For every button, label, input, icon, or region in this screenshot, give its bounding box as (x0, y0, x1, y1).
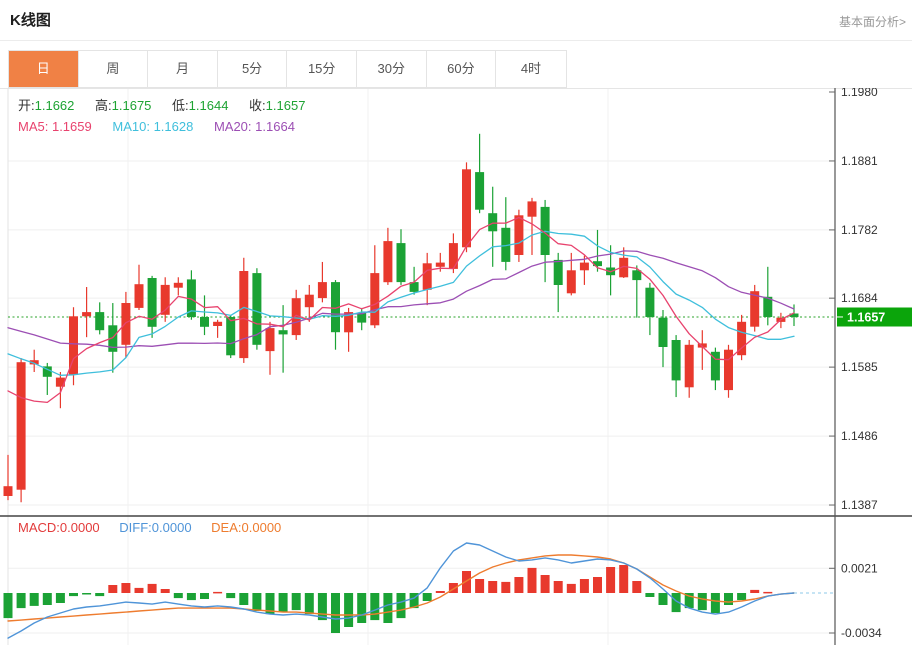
tab-月[interactable]: 月 (148, 51, 218, 87)
candlestick-macd-svg: 1.1980 1.1881 1.1782 1.1684 1.1585 1.1486 1.13… (0, 85, 912, 645)
ma5-label: MA5: (18, 119, 49, 134)
macd-legend: MACD:0.0000 DIFF:0.0000 DEA:0.0000 (18, 520, 297, 535)
tab-30分[interactable]: 30分 (356, 51, 427, 87)
dea-label: DEA: (211, 520, 242, 535)
close-label: 收: (249, 98, 266, 113)
page-header: K线图 基本面分析> (0, 0, 912, 41)
open-label: 开: (18, 98, 35, 113)
svg-text:1.1980: 1.1980 (841, 88, 878, 99)
high-value: 1.1675 (111, 98, 152, 113)
ma10-value: 1.1628 (153, 119, 194, 134)
page-title: K线图 (10, 12, 51, 29)
macd-label: MACD: (18, 520, 60, 535)
svg-text:1.1782: 1.1782 (841, 223, 878, 237)
svg-text:-0.0034: -0.0034 (841, 626, 882, 640)
period-tab-bar: 日周月 5分 15分 30分 60分 4时 (8, 50, 567, 88)
kline-chart-area: 1.1980 1.1881 1.1782 1.1684 1.1585 1.1486 1.13… (0, 85, 912, 645)
ma10-label: MA10: (112, 119, 150, 134)
ohlc-legend-row: 开:1.1662 高:1.1675 低:1.1644 收:1.1657 (18, 95, 322, 116)
tab-日[interactable]: 日 (9, 51, 79, 87)
svg-text:1.1387: 1.1387 (841, 498, 878, 512)
tab-周[interactable]: 周 (78, 51, 149, 87)
tab-60分[interactable]: 60分 (426, 51, 497, 87)
close-value: 1.1657 (265, 98, 306, 113)
low-label: 低: (172, 98, 189, 113)
fundamental-analysis-link[interactable]: 基本面分析> (838, 15, 906, 29)
svg-text:1.1881: 1.1881 (841, 154, 878, 168)
svg-text:0.0021: 0.0021 (841, 561, 878, 575)
low-value: 1.1644 (188, 98, 229, 113)
tab-15分[interactable]: 15分 (287, 51, 357, 87)
high-label: 高: (95, 98, 112, 113)
tab-5分[interactable]: 5分 (217, 51, 288, 87)
svg-text:1.1657: 1.1657 (847, 311, 885, 325)
diff-label: DIFF: (119, 520, 152, 535)
svg-text:1.1585: 1.1585 (841, 360, 878, 374)
ma5-value: 1.1659 (51, 119, 92, 134)
open-value: 1.1662 (34, 98, 75, 113)
ma20-label: MA20: (213, 119, 252, 134)
dea-value: 0.0000 (241, 520, 282, 535)
diff-value: 0.0000 (151, 520, 192, 535)
macd-value: 0.0000 (59, 520, 100, 535)
ma-legend-row: MA5: 1.1659 MA10: 1.1628 MA20: 1.1664 (18, 116, 322, 137)
ma20-value: 1.1664 (255, 119, 295, 134)
ohlc-ma-legend: 开:1.1662 高:1.1675 低:1.1644 收:1.1657 MA5:… (18, 95, 322, 137)
svg-text:1.1486: 1.1486 (841, 429, 878, 443)
svg-text:1.1684: 1.1684 (841, 291, 878, 305)
tab-4时[interactable]: 4时 (496, 51, 566, 87)
